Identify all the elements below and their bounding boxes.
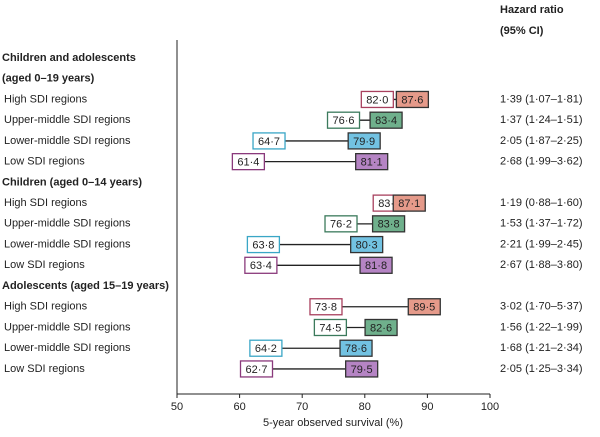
value-box [347,132,381,150]
value-box [350,235,384,254]
group-title: Children (aged 0–14 years) [2,176,142,188]
row-label: High SDI regions [4,197,88,209]
x-tick-label: 80 [359,401,371,413]
value-box [246,235,281,254]
row-label: Upper-middle SDI regions [4,114,131,126]
value-label: 79·5 [351,364,373,376]
value-box [313,318,348,337]
hazard-ratio: 1·68 (1·21–2·34) [500,342,583,354]
value-label: 76·6 [333,115,355,127]
hazard-ratio: 2·05 (1·87–2·25) [500,135,583,147]
value-label: 87·1 [398,198,420,210]
value-label: 83·8 [378,219,400,231]
value-box [326,111,361,129]
value-box [392,194,426,212]
hazard-ratio: 2·68 (1·99–3·62) [500,156,583,168]
value-label: 64·7 [258,136,280,148]
row-label: High SDI regions [4,93,88,105]
value-box [252,132,286,150]
hazard-ratio: 1·56 (1·22–1·99) [500,321,583,333]
hazard-ratio: 1·37 (1·24–1·51) [500,114,583,126]
x-tick-label: 90 [421,401,433,413]
value-box [324,215,358,233]
value-label: 61·4 [237,157,259,169]
value-label: 64·2 [255,343,277,355]
row-label: Low SDI regions [4,156,85,168]
x-tick-label: 50 [171,401,183,413]
value-box [244,256,278,274]
value-label: 87·6 [401,94,423,106]
group-title: Adolescents (aged 15–19 years) [2,280,169,292]
hazard-ratio: 1·53 (1·37–1·72) [500,218,583,230]
value-box [355,152,389,171]
value-label: 63·8 [252,239,274,251]
value-label: 62·7 [245,364,267,376]
value-box [309,298,343,316]
value-label: 78·6 [345,343,367,355]
value-box [239,360,274,378]
hazard-ratio: 1·19 (0·88–1·60) [500,197,583,209]
hazard-ratio: 3·02 (1·70–5·37) [500,301,583,313]
value-box [407,298,441,316]
value-box [364,318,398,337]
value-box [360,90,394,109]
group-title: (aged 0–19 years) [2,73,95,85]
value-label: 83·4 [375,115,397,127]
row-label: Lower-middle SDI regions [4,342,131,354]
x-tick-label: 60 [233,401,245,413]
group-title: Children and adolescents [2,52,136,64]
value-box [395,90,430,109]
value-label: 76·2 [330,219,352,231]
hazard-ratio: 2·05 (1·25–3·34) [500,363,583,375]
value-label: 82·6 [370,322,392,334]
row-label: Upper-middle SDI regions [4,321,131,333]
x-axis-label: 5-year observed survival (%) [263,417,403,429]
row-label: High SDI regions [4,301,88,313]
row-label: Low SDI regions [4,259,85,271]
value-label: 81·8 [365,260,387,272]
value-box [359,256,393,274]
value-label: 80·3 [356,239,378,251]
value-label: 79·9 [353,136,375,148]
row-label: Low SDI regions [4,363,85,375]
hazard-ratio: 1·39 (1·07–1·81) [500,93,583,105]
value-label: 63·4 [250,260,272,272]
x-tick-label: 100 [481,401,499,413]
hr-header: (95% CI) [500,25,544,37]
hazard-ratio: 2·21 (1·99–2·45) [500,238,583,250]
value-box [249,339,283,357]
row-label: Upper-middle SDI regions [4,218,131,230]
value-label: 89·5 [413,302,435,314]
value-label: 74·5 [319,322,341,334]
value-label: 82·0 [366,94,388,106]
hazard-ratio: 2·67 (1·88–3·80) [500,259,583,271]
value-box [231,152,266,171]
row-label: Lower-middle SDI regions [4,238,131,250]
hr-header: Hazard ratio [500,4,564,16]
row-label: Lower-middle SDI regions [4,135,131,147]
x-tick-label: 70 [296,401,308,413]
value-label: 73·8 [315,302,337,314]
value-box [369,111,403,129]
value-box [371,215,406,233]
value-box [339,339,373,357]
value-label: 81·1 [361,157,383,169]
value-box [345,360,379,378]
